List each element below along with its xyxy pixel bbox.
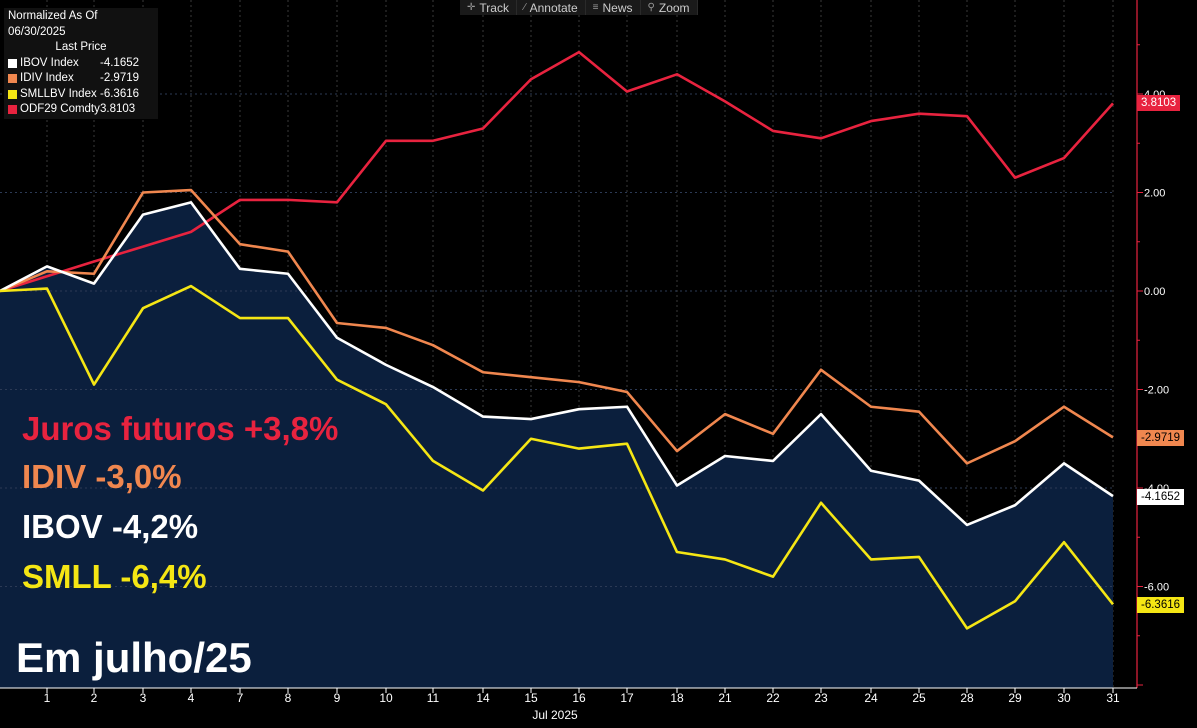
- last-value-label-odf: 3.8103: [1137, 95, 1181, 111]
- x-tick-label: 16: [572, 691, 586, 705]
- x-tick-label: 25: [912, 691, 926, 705]
- legend-entry[interactable]: SMLLBV Index -6.3616: [8, 87, 154, 103]
- x-tick-label: 14: [476, 691, 490, 705]
- legend-entry-value: -4.1652: [100, 56, 140, 69]
- legend-entry-name: ODF29 Comdty: [20, 103, 100, 115]
- news-icon: ≡: [592, 2, 599, 13]
- legend-entry-value: -6.3616: [100, 87, 140, 100]
- last-value-label-smll: -6.3616: [1137, 597, 1185, 613]
- chart-toolbar: ✛ Track ∕ Annotate ≡ News ⚲ Zoom: [460, 0, 698, 15]
- chart-legend: Normalized As Of 06/30/2025 Last Price I…: [4, 8, 158, 119]
- zoom-label: Zoom: [658, 0, 690, 15]
- x-tick-label: 17: [620, 691, 634, 705]
- legend-entry[interactable]: ODF29 Comdty 3.8103: [8, 102, 154, 118]
- x-tick-label: 7: [237, 691, 244, 705]
- annotation-period: Em julho/25: [16, 634, 252, 681]
- x-tick-label: 1: [44, 691, 51, 705]
- x-tick-label: 10: [379, 691, 393, 705]
- track-label: Track: [479, 0, 509, 15]
- annotate-button[interactable]: ∕ Annotate: [517, 0, 586, 15]
- series-line-odf29: [0, 50, 1114, 293]
- x-tick-label: 23: [814, 691, 828, 705]
- annotation-ibov: IBOV -4,2%: [22, 508, 199, 545]
- x-tick-label: 29: [1008, 691, 1022, 705]
- legend-entry-name: SMLLBV Index: [20, 87, 97, 100]
- x-tick-label: 11: [427, 691, 440, 705]
- legend-swatch: [8, 74, 17, 84]
- legend-entry-name: IDIV Index: [20, 72, 74, 84]
- x-tick-label: 9: [334, 691, 341, 705]
- legend-swatch: [8, 58, 17, 68]
- annotation-idiv: IDIV -3,0%: [22, 458, 182, 495]
- annotation-smll: SMLL -6,4%: [22, 558, 207, 595]
- legend-subheader: Last Price: [55, 41, 107, 53]
- x-tick-label: 28: [960, 691, 974, 705]
- x-tick-label: 15: [524, 691, 538, 705]
- legend-swatch: [8, 105, 17, 115]
- annotate-label: Annotate: [529, 0, 578, 15]
- series-line-idiv: [0, 188, 1114, 465]
- y-tick-label: -6.00: [1144, 582, 1169, 594]
- x-axis-label: Jul 2025: [532, 708, 578, 722]
- x-tick-label: 4: [188, 691, 195, 705]
- crosshair-icon: ✛: [467, 2, 476, 13]
- legend-entry-value: 3.8103: [100, 103, 136, 115]
- legend-entry[interactable]: IDIV Index -2.9719: [8, 71, 154, 87]
- series-line-ibov: [0, 201, 1114, 527]
- pencil-icon: ∕: [523, 2, 526, 13]
- annotation-juros: Juros futuros +3,8%: [22, 410, 339, 447]
- x-tick-label: 21: [718, 691, 732, 705]
- y-tick-label: -2.00: [1144, 385, 1169, 397]
- magnifier-icon: ⚲: [647, 2, 655, 13]
- legend-entry-name: IBOV Index: [20, 56, 79, 69]
- x-tick-label: 3: [140, 691, 147, 705]
- news-button[interactable]: ≡ News: [586, 0, 641, 15]
- x-tick-label: 24: [864, 691, 878, 705]
- series-line-smllbv: [0, 284, 1115, 630]
- legend-entry[interactable]: IBOV Index -4.1652: [8, 56, 154, 72]
- legend-entry-value: -2.9719: [100, 72, 140, 84]
- y-tick-label: 0.00: [1144, 286, 1165, 298]
- y-tick-label: 2.00: [1144, 188, 1165, 200]
- track-button[interactable]: ✛ Track: [460, 0, 517, 15]
- last-value-label-idiv: -2.9719: [1137, 430, 1185, 446]
- x-tick-label: 18: [670, 691, 684, 705]
- x-tick-label: 2: [91, 691, 98, 705]
- x-tick-label: 30: [1057, 691, 1071, 705]
- last-value-label-ibov: -4.1652: [1137, 489, 1185, 505]
- x-tick-label: 31: [1106, 691, 1120, 705]
- legend-swatch: [8, 89, 17, 99]
- news-label: News: [602, 0, 633, 15]
- x-tick-label: 22: [766, 691, 780, 705]
- legend-header: Normalized As Of 06/30/2025: [8, 10, 98, 38]
- x-tick-label: 8: [285, 691, 292, 705]
- zoom-button[interactable]: ⚲ Zoom: [641, 0, 698, 15]
